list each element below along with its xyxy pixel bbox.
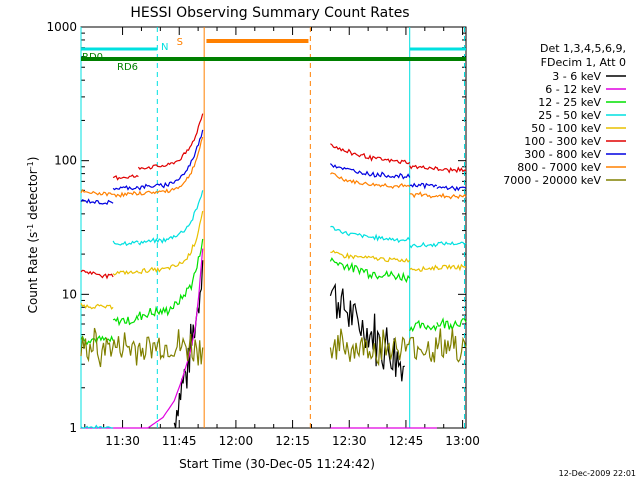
- x-tick-label: 11:30: [105, 434, 140, 448]
- series-line: [330, 143, 411, 165]
- series-line: [137, 129, 204, 191]
- legend-entry-label: 6 - 12 keV: [545, 83, 601, 96]
- flag-label-s: S: [177, 37, 183, 48]
- footer-timestamp: 12-Dec-2009 22:01: [559, 469, 636, 478]
- legend-header-line1: Det 1,3,4,5,6,9,: [540, 42, 626, 55]
- x-tick-label: 12:30: [332, 434, 367, 448]
- series-line: [409, 264, 438, 272]
- series-line: [409, 191, 438, 199]
- series-line: [330, 249, 411, 263]
- legend-header-line2: FDecim 1, Att 0: [541, 56, 626, 69]
- series-line: [80, 327, 204, 368]
- series-line: [80, 269, 114, 280]
- series-line: [137, 136, 204, 196]
- series-line: [436, 241, 467, 246]
- plot-area: 11:30 11:45 12:00 12:15 12:30 12:45 13:00 1 10 10…: [46, 20, 479, 448]
- series-line: [329, 328, 467, 367]
- legend-entry-label: 12 - 25 keV: [538, 96, 601, 109]
- series-line: [329, 282, 405, 382]
- series-line: [409, 164, 438, 171]
- series-line: [436, 166, 467, 174]
- y-label-end: ): [26, 157, 40, 162]
- y-tick-label: 1000: [46, 20, 77, 34]
- y-tick-label: 1: [69, 421, 77, 435]
- series-line: [436, 317, 467, 331]
- y-label-sup1: -1: [26, 224, 35, 232]
- x-tick-label: 12:15: [275, 434, 310, 448]
- legend-entry-label: 50 - 100 keV: [531, 122, 601, 135]
- y-tick-label: 10: [62, 287, 77, 301]
- series-line: [329, 163, 411, 180]
- x-tick-label: 11:45: [162, 434, 197, 448]
- series-line: [329, 257, 411, 284]
- y-axis-label: Count Rate (s-1 detector-1): [26, 157, 41, 314]
- series-line: [330, 172, 411, 190]
- series-line: [112, 270, 139, 276]
- x-axis-label: Start Time (30-Dec-05 11:24:42): [179, 457, 375, 471]
- y-tick-label: 100: [54, 154, 77, 168]
- series-line: [138, 190, 204, 246]
- series-line: [112, 314, 139, 327]
- x-tick-label: 13:00: [445, 434, 480, 448]
- legend-entry-label: 25 - 50 keV: [538, 109, 601, 122]
- series-line: [138, 210, 204, 275]
- flag-label-rd0: RD0: [82, 52, 103, 63]
- series-line: [112, 174, 139, 181]
- series-line: [113, 190, 139, 198]
- legend-entry-label: 7000 - 20000 keV: [503, 174, 601, 187]
- series-line: [436, 185, 467, 192]
- series-line: [409, 182, 438, 190]
- plot-frame: [80, 26, 467, 429]
- legend: Det 1,3,4,5,6,9, FDecim 1, Att 0 3 - 6 k…: [503, 42, 626, 187]
- series-line: [137, 238, 204, 321]
- series-line: [80, 188, 114, 197]
- series-line: [409, 319, 438, 333]
- flag-label-n: N: [161, 42, 168, 53]
- legend-entry-label: 3 - 6 keV: [552, 70, 601, 83]
- series-line: [80, 424, 114, 429]
- x-tick-label: 12:45: [389, 434, 424, 448]
- chart-title: HESSI Observing Summary Count Rates: [130, 5, 409, 21]
- legend-entry-label: 100 - 300 keV: [524, 135, 601, 148]
- y-label-main: Count Rate (s: [26, 232, 40, 314]
- series-line: [137, 113, 204, 170]
- series-line: [80, 198, 114, 205]
- series-line: [147, 248, 204, 429]
- legend-entry-label: 800 - 7000 keV: [517, 161, 601, 174]
- series-line: [436, 192, 467, 200]
- flag-label-rd6: RD6: [117, 62, 138, 73]
- series-line: [80, 302, 114, 310]
- series-line: [112, 240, 139, 247]
- series-line: [436, 263, 467, 272]
- series-line: [173, 260, 204, 429]
- series-line: [409, 241, 438, 249]
- y-label-mid: detector: [26, 169, 40, 224]
- series-line: [112, 185, 139, 191]
- series-line: [330, 225, 411, 244]
- x-tick-label: 12:00: [219, 434, 254, 448]
- legend-entry-label: 300 - 800 keV: [524, 148, 601, 161]
- y-label-sup2: -1: [26, 161, 35, 169]
